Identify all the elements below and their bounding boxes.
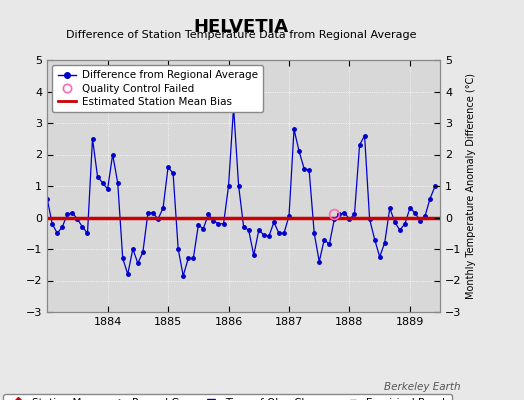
Legend: Station Move, Record Gap, Time of Obs. Change, Empirical Break: Station Move, Record Gap, Time of Obs. C… [4, 394, 452, 400]
Text: Difference of Station Temperature Data from Regional Average: Difference of Station Temperature Data f… [66, 30, 416, 40]
Y-axis label: Monthly Temperature Anomaly Difference (°C): Monthly Temperature Anomaly Difference (… [466, 73, 476, 299]
Text: Berkeley Earth: Berkeley Earth [385, 382, 461, 392]
Text: HELVETIA: HELVETIA [193, 18, 289, 36]
